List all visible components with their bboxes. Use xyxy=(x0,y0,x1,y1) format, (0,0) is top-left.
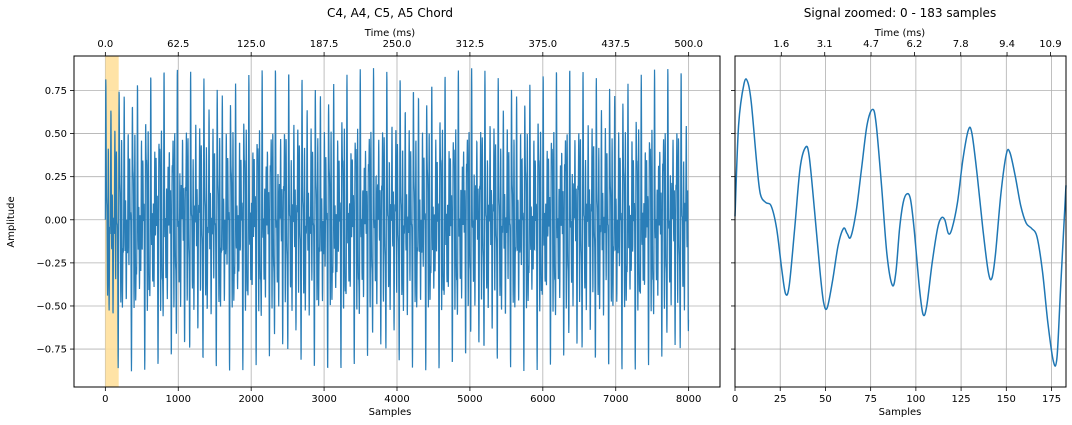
y-tick-label: −0.25 xyxy=(36,258,67,269)
top-tick-label: 125.0 xyxy=(237,39,266,50)
x-tick-label: 8000 xyxy=(676,394,701,405)
top-tick-label: 500.0 xyxy=(674,39,703,50)
top-tick-label: 10.9 xyxy=(1039,39,1061,50)
top-tick-label: 187.5 xyxy=(310,39,339,50)
top-tick-label: 4.7 xyxy=(863,39,879,50)
x-tick-label: 6000 xyxy=(530,394,555,405)
plot-area-right xyxy=(734,78,1067,367)
x-tick-label: 50 xyxy=(819,394,832,405)
top-tick-label: 7.8 xyxy=(953,39,969,50)
x-tick-label: 0 xyxy=(102,394,108,405)
y-tick-label: 0.75 xyxy=(45,86,67,97)
panel-full-signal: C4, A4, C5, A5 Chord Time (ms) 0 1000 2000… xyxy=(6,6,721,418)
top-tick-label: 62.5 xyxy=(167,39,189,50)
x-tick-label: 5000 xyxy=(457,394,482,405)
x-tick-label: 100 xyxy=(906,394,925,405)
y-tick-label: 0.25 xyxy=(45,172,67,183)
y-axis-label-left: Amplitude xyxy=(6,196,17,247)
top-tick-label: 6.2 xyxy=(906,39,922,50)
top-tick-label: 9.4 xyxy=(999,39,1015,50)
top-tick-label: 250.0 xyxy=(383,39,412,50)
signal-zoomed-line xyxy=(734,78,1067,367)
top-tick-label: 3.1 xyxy=(817,39,833,50)
axes-frame-left xyxy=(73,55,721,388)
x-axis-label-left: Samples xyxy=(369,407,412,418)
x-tick-label: 7000 xyxy=(603,394,628,405)
ticks-right: 0 25 50 75 100 125 150 175 1.6 3.1 4.7 6.2 7.8 9.4 10.… xyxy=(731,39,1062,405)
x-tick-label: 25 xyxy=(774,394,787,405)
signal-line xyxy=(104,68,690,372)
y-tick-label: −0.50 xyxy=(36,301,67,312)
top-axis-label-left: Time (ms) xyxy=(364,28,416,39)
panel-zoomed-signal: Signal zoomed: 0 - 183 samples Time (ms)… xyxy=(731,6,1067,418)
chart-title-left: C4, A4, C5, A5 Chord xyxy=(327,6,453,20)
top-tick-label: 375.0 xyxy=(529,39,558,50)
x-tick-label: 3000 xyxy=(311,394,336,405)
x-tick-label: 75 xyxy=(864,394,877,405)
axes-frame-right xyxy=(734,55,1067,388)
x-tick-label: 4000 xyxy=(384,394,409,405)
y-tick-label: −0.75 xyxy=(36,345,67,356)
x-axis-label-right: Samples xyxy=(879,407,922,418)
top-tick-label: 437.5 xyxy=(601,39,630,50)
y-tick-label: 0.50 xyxy=(45,129,67,140)
plot-area-left xyxy=(104,68,690,372)
top-tick-label: 0.0 xyxy=(97,39,113,50)
x-tick-label: 150 xyxy=(997,394,1016,405)
y-tick-label: 0.00 xyxy=(45,215,67,226)
ticks-left: 0 1000 2000 3000 4000 5000 6000 7000 8000 0.0 62.5… xyxy=(36,39,703,405)
top-tick-label: 1.6 xyxy=(773,39,789,50)
x-tick-label: 175 xyxy=(1042,394,1061,405)
x-tick-label: 1000 xyxy=(166,394,191,405)
x-tick-label: 2000 xyxy=(238,394,263,405)
top-axis-label-right: Time (ms) xyxy=(874,28,926,39)
x-tick-label: 125 xyxy=(952,394,971,405)
top-tick-label: 312.5 xyxy=(456,39,485,50)
x-tick-label: 0 xyxy=(732,394,738,405)
chart-title-right: Signal zoomed: 0 - 183 samples xyxy=(804,6,996,20)
